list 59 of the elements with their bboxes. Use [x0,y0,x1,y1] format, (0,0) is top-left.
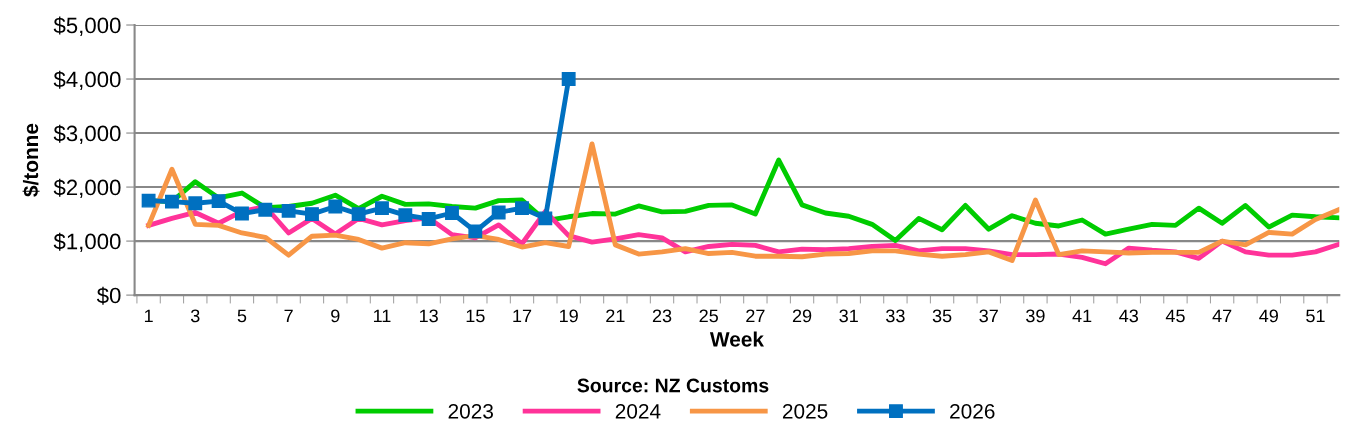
legend-label: 2023 [448,403,493,419]
x-tick-label: 33 [886,309,905,323]
point [445,206,459,220]
x-tick-label: 35 [932,309,952,323]
x-tick-label: 29 [792,309,812,323]
legend-label: 2026 [950,403,995,419]
point [561,72,576,86]
x-tick-label: 37 [979,309,998,323]
point [398,208,413,223]
point [491,205,506,220]
x-tick-label: 3 [190,309,200,323]
x-tick-label: 51 [1306,309,1325,323]
y-axis-title: $/tonne [22,123,40,197]
x-tick-label: 17 [513,309,532,323]
point [235,206,249,221]
x-tick-label: 5 [237,309,247,323]
point [188,196,203,211]
x-tick-label: 9 [331,309,340,323]
point [468,224,483,239]
x-tick-label: 41 [1072,309,1092,323]
y-tick-label: $5,000 [53,16,121,36]
x-tick-label: 31 [839,309,858,323]
point [515,201,529,216]
point [211,194,226,209]
point [538,211,553,226]
x-tick-label: 21 [606,309,625,323]
x-tick-label: 23 [652,309,672,323]
x-tick-label: 25 [699,309,718,323]
x-tick-label: 45 [1165,309,1185,323]
point [281,203,296,218]
x-tick-label: 39 [1026,309,1045,323]
point [421,211,436,226]
y-tick-label: $3,000 [53,124,121,144]
point [305,207,319,222]
point [351,207,366,222]
legend-label: 2025 [782,403,828,419]
point [258,202,273,217]
line-series [146,141,1340,263]
x-tick-label: 7 [284,309,293,323]
x-tick-label: 1 [144,309,153,323]
y-tick-label: $4,000 [53,70,121,90]
y-tick-label: $0 [96,286,121,305]
x-tick-label: 27 [746,309,765,323]
source-note: Source: NZ Customs [577,378,769,393]
y-tick-label: $1,000 [53,232,121,252]
x-tick-label: 15 [466,309,485,323]
point [375,201,389,216]
x-tick-label: 47 [1212,309,1232,323]
x-tick-label: 13 [419,309,438,323]
point [141,193,156,208]
x-tick-label: 19 [560,309,578,323]
x-axis-title: Week [709,331,764,347]
x-tick-label: 49 [1259,309,1278,323]
legend-label: 2024 [615,403,661,419]
y-tick-label: $2,000 [53,178,121,198]
x-tick-label: 43 [1119,309,1139,323]
x-tick-label: 11 [373,309,391,323]
point [328,199,343,214]
point [164,194,179,209]
